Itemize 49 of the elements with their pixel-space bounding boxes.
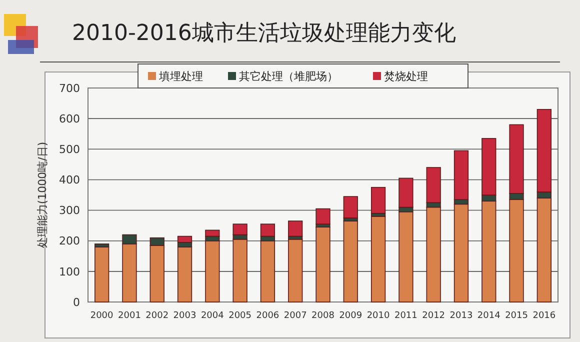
- legend-label: 焚烧处理: [384, 70, 428, 83]
- x-tick-label: 2000: [90, 311, 114, 321]
- x-tick-label: 2008: [312, 311, 335, 321]
- y-tick-label: 700: [59, 82, 80, 95]
- x-tick-label: 2014: [477, 311, 501, 321]
- bar: [454, 204, 469, 302]
- y-tick-label: 200: [59, 234, 80, 248]
- bar: [205, 240, 220, 302]
- y-tick-label: 400: [59, 174, 80, 187]
- x-tick-label: 2012: [422, 311, 446, 321]
- x-tick-label: 2010: [366, 311, 390, 321]
- bar: [316, 208, 330, 224]
- bar: [288, 220, 303, 237]
- y-tick-label: 600: [59, 112, 80, 126]
- bar: [288, 238, 303, 302]
- x-tick-label: 2016: [532, 311, 556, 321]
- x-tick-label: 2006: [256, 311, 280, 321]
- bar: [260, 240, 276, 302]
- x-tick-label: 2009: [339, 311, 362, 321]
- y-tick-label: 0: [73, 296, 80, 309]
- y-tick-label: 500: [59, 142, 80, 156]
- bar: [370, 216, 386, 302]
- legend-label: 其它处理（堆肥场）: [239, 70, 338, 83]
- bar: [398, 178, 414, 208]
- y-axis-title: 处理能力(1000吨/日): [36, 142, 49, 248]
- bar: [426, 167, 441, 204]
- bar: [343, 220, 358, 302]
- bar: [398, 211, 414, 302]
- x-tick-label: 2005: [228, 311, 252, 321]
- bar: [316, 226, 330, 302]
- bar: [232, 238, 248, 302]
- bar: [426, 206, 441, 302]
- y-tick-label: 100: [59, 265, 80, 278]
- bar: [370, 186, 386, 214]
- x-tick-label: 2015: [505, 311, 528, 321]
- x-tick-label: 2007: [284, 311, 307, 321]
- x-tick-label: 2011: [394, 311, 418, 321]
- chart-title: 2010-2016城市生活垃圾处理能力变化: [72, 21, 456, 46]
- x-tick-label: 2003: [173, 311, 196, 321]
- x-tick-label: 2001: [118, 311, 141, 321]
- legend-label: 填埋处理: [158, 70, 203, 83]
- x-tick-label: 2002: [146, 311, 169, 321]
- y-tick-label: 300: [59, 204, 80, 218]
- bar: [232, 224, 248, 236]
- x-tick-label: 2013: [450, 311, 473, 321]
- x-tick-label: 2004: [200, 311, 224, 321]
- bar: [94, 246, 110, 302]
- bar: [177, 246, 192, 302]
- bar: [343, 196, 358, 218]
